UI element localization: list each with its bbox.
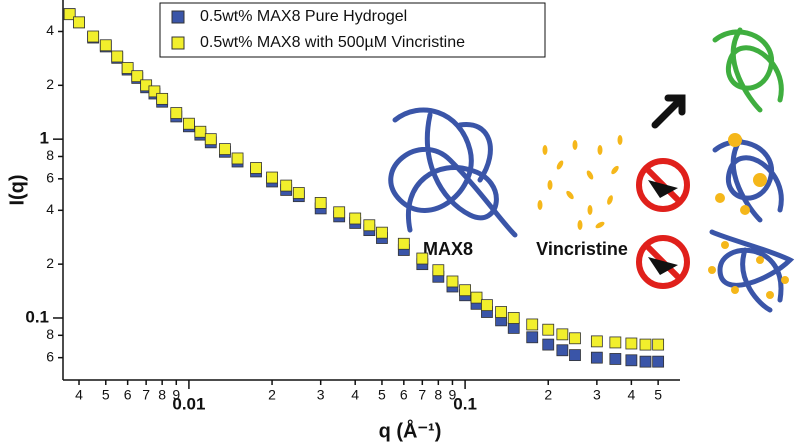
x-tick-label: 5 bbox=[102, 387, 110, 403]
data-point bbox=[131, 70, 144, 83]
data-point bbox=[542, 323, 555, 336]
data-point bbox=[590, 335, 603, 348]
x-tick-label: 0.1 bbox=[453, 394, 477, 413]
legend-swatch bbox=[171, 10, 185, 24]
x-tick-label: 0.01 bbox=[172, 394, 205, 413]
data-point bbox=[183, 117, 195, 130]
x-tick-label: 5 bbox=[654, 387, 662, 403]
data-point bbox=[625, 354, 638, 367]
data-point bbox=[170, 107, 183, 119]
x-tick-label: 9 bbox=[172, 387, 180, 403]
data-point bbox=[507, 312, 520, 324]
x-tick-label: 2 bbox=[268, 387, 276, 403]
data-point bbox=[459, 284, 471, 297]
data-point bbox=[569, 332, 581, 345]
legend-label: 0.5wt% MAX8 with 500µM Vincristine bbox=[200, 34, 465, 51]
x-tick-label: 8 bbox=[158, 387, 166, 403]
data-point bbox=[148, 85, 161, 98]
x-tick-label: 4 bbox=[627, 387, 635, 403]
annotation: Vincristine bbox=[536, 239, 628, 259]
x-axis-label: q (Å⁻¹) bbox=[379, 418, 442, 442]
data-point bbox=[526, 318, 539, 331]
data-point bbox=[556, 328, 569, 341]
x-tick-label: 2 bbox=[544, 387, 552, 403]
legend-swatch bbox=[171, 36, 185, 50]
data-point bbox=[121, 62, 134, 74]
data-point bbox=[609, 336, 622, 349]
x-tick-label: 6 bbox=[400, 387, 408, 403]
x-tick-label: 5 bbox=[378, 387, 386, 403]
data-point bbox=[507, 322, 520, 334]
data-point bbox=[156, 92, 169, 105]
data-point bbox=[73, 16, 85, 29]
data-point bbox=[495, 306, 507, 318]
data-point bbox=[363, 219, 376, 232]
x-tick-label: 7 bbox=[142, 387, 150, 403]
data-point bbox=[266, 171, 278, 184]
data-point bbox=[397, 237, 410, 250]
x-tick-label: 4 bbox=[351, 387, 359, 403]
data-point bbox=[432, 264, 445, 277]
data-point bbox=[639, 338, 652, 351]
data-point bbox=[111, 50, 124, 63]
y-tick-label: 0.1 bbox=[25, 307, 49, 326]
y-tick-label: 1 bbox=[40, 129, 49, 148]
data-point bbox=[99, 39, 112, 52]
data-point bbox=[140, 79, 153, 92]
data-point bbox=[349, 212, 362, 225]
data-point bbox=[625, 337, 638, 350]
x-tick-label: 3 bbox=[593, 387, 601, 403]
y-tick-label: 4 bbox=[46, 201, 54, 217]
y-tick-label: 2 bbox=[46, 255, 54, 271]
legend bbox=[159, 2, 546, 58]
data-point bbox=[416, 252, 429, 265]
y-tick-label: 8 bbox=[46, 147, 54, 163]
x-tick-label: 8 bbox=[434, 387, 442, 403]
y-tick-label: 2 bbox=[46, 76, 54, 92]
y-tick-label: 4 bbox=[46, 22, 54, 38]
data-point bbox=[194, 125, 207, 138]
y-axis-label: I(q) bbox=[6, 174, 28, 205]
x-tick-label: 6 bbox=[124, 387, 132, 403]
data-point bbox=[292, 187, 305, 199]
data-point bbox=[87, 30, 100, 43]
data-point bbox=[470, 291, 483, 304]
data-point bbox=[376, 226, 388, 239]
data-point bbox=[556, 344, 569, 357]
data-point bbox=[231, 152, 244, 165]
illustration bbox=[388, 27, 795, 313]
data-point bbox=[526, 331, 539, 344]
data-point bbox=[333, 206, 346, 219]
data-point bbox=[219, 143, 231, 155]
data-point bbox=[280, 179, 293, 192]
data-point bbox=[250, 162, 262, 174]
data-point bbox=[446, 275, 459, 288]
y-tick-label: 6 bbox=[46, 348, 54, 364]
data-point bbox=[652, 338, 665, 351]
x-tick-label: 9 bbox=[449, 387, 457, 403]
x-tick-label: 7 bbox=[418, 387, 426, 403]
annotation: MAX8 bbox=[423, 239, 473, 259]
data-point bbox=[652, 355, 665, 368]
y-tick-label: 6 bbox=[46, 170, 54, 186]
data-point bbox=[63, 8, 76, 21]
x-tick-label: 3 bbox=[317, 387, 325, 403]
data-point bbox=[542, 338, 555, 351]
data-point bbox=[204, 133, 217, 146]
data-point bbox=[639, 355, 652, 368]
y-tick-label: 8 bbox=[46, 326, 54, 342]
data-point bbox=[590, 351, 603, 364]
data-point bbox=[569, 349, 581, 362]
x-tick-label: 4 bbox=[75, 387, 83, 403]
data-point bbox=[481, 299, 493, 312]
data-point bbox=[609, 353, 622, 365]
data-point bbox=[314, 197, 327, 209]
legend-label: 0.5wt% MAX8 Pure Hydrogel bbox=[200, 8, 407, 25]
